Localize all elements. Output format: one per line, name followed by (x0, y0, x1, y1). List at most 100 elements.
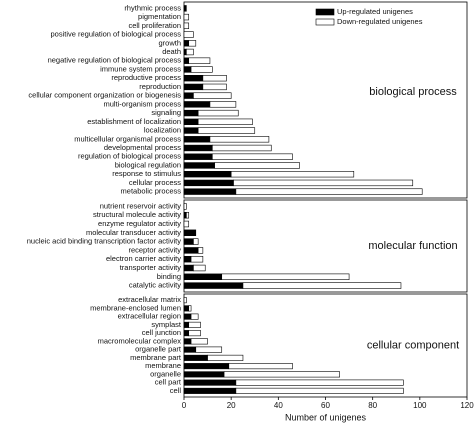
bar-segment (214, 162, 300, 169)
category-label: enzyme regulator activity (98, 219, 181, 228)
category-label: pigmentation (138, 12, 181, 21)
category-label: cell (170, 386, 182, 395)
category-label: reproduction (139, 82, 181, 91)
bar-segment (183, 255, 192, 263)
bar-segment (183, 321, 190, 328)
bar-segment (183, 203, 187, 210)
bar-segment (221, 273, 350, 281)
bar-segment (183, 179, 234, 187)
bar-segment (183, 238, 194, 245)
x-tick-label: 60 (321, 401, 330, 410)
category-label: macromolecular complex (98, 336, 182, 345)
bar-segment (197, 127, 256, 134)
bar-segment (233, 179, 414, 187)
bar-segment (183, 346, 197, 353)
category-label: biological regulation (115, 160, 181, 169)
bar-segment (183, 313, 192, 320)
bar-segment (183, 371, 225, 378)
bar-segment (202, 75, 227, 82)
bar-segment (212, 144, 272, 152)
category-label: binding (157, 272, 181, 281)
bar-segment (183, 136, 211, 143)
bar-segment (235, 387, 404, 394)
bar-segment (235, 188, 423, 195)
legend-label: Up-regulated unigenes (337, 7, 413, 16)
category-label: membrane-enclosed lumen (90, 303, 181, 312)
category-label: multicellular organismal process (74, 134, 181, 143)
category-label: negative regulation of biological proces… (48, 56, 182, 65)
bar-segment (188, 305, 192, 312)
category-label: catalytic activity (129, 281, 181, 290)
legend-swatch (315, 8, 335, 16)
panel-label: biological process (369, 86, 457, 98)
bar-segment (183, 354, 208, 361)
bar-segment (193, 264, 206, 272)
bar-segment (188, 57, 211, 64)
category-label: cellular component organization or bioge… (28, 91, 181, 100)
x-tick-label: 0 (182, 401, 187, 410)
bar-segment (183, 330, 190, 337)
bar-segment (183, 363, 230, 370)
category-label: establishment of localization (87, 117, 181, 126)
bar-segment (183, 66, 192, 73)
bar-segment (183, 229, 197, 237)
category-label: membrane part (130, 353, 182, 362)
panel-frame (183, 199, 468, 293)
bar-segment (183, 75, 204, 82)
category-label: molecular transducer activity (86, 228, 181, 237)
bar-segment (188, 40, 197, 47)
bar-segment (183, 101, 211, 108)
bar-segment (186, 48, 194, 56)
bar-segment (183, 127, 199, 134)
bar-segment (183, 264, 194, 272)
bar-segment (183, 282, 244, 289)
x-tick-label: 100 (413, 401, 427, 410)
category-label: cell junction (142, 328, 181, 337)
bar-segment (197, 118, 253, 125)
bar-segment (235, 379, 404, 386)
category-label: nutrient reservoir activity (100, 201, 182, 210)
bar-segment (188, 330, 201, 337)
bar-segment (183, 273, 223, 281)
bar-segment (197, 109, 239, 117)
panel-label: molecular function (368, 240, 457, 252)
panel-frame (183, 1, 468, 199)
category-label: transporter activity (120, 263, 182, 272)
category-label: cellular process (129, 178, 181, 187)
x-tick-label: 20 (227, 401, 236, 410)
bar-segment (183, 379, 237, 386)
bar-segment (209, 136, 270, 143)
bar-segment (183, 162, 215, 169)
category-label: cell proliferation (128, 21, 181, 30)
bar-segment (183, 31, 194, 38)
x-tick-label: 120 (460, 401, 474, 410)
x-tick-label: 80 (368, 401, 377, 410)
bar-segment (183, 153, 213, 160)
category-label: developmental process (104, 143, 181, 152)
bar-segment (202, 83, 227, 91)
category-label: symplast (151, 320, 182, 329)
bar-segment (190, 255, 204, 263)
bar-segment (183, 13, 190, 21)
bar-segment (193, 92, 232, 99)
category-label: growth (158, 38, 181, 47)
bar-segment (183, 171, 232, 178)
category-label: reproductive process (111, 73, 181, 82)
category-label: rhythmic process (124, 3, 181, 12)
bar-segment (242, 282, 402, 289)
category-label: organelle part (135, 345, 182, 354)
bar-segment (223, 371, 340, 378)
bar-segment (183, 48, 187, 56)
category-label: multi-organism process (103, 99, 181, 108)
category-label: response to stimulus (112, 169, 181, 178)
bar-segment (183, 247, 199, 254)
category-label: structural molecule activity (93, 210, 181, 219)
bar-segment (195, 346, 223, 353)
legend-label: Down-regulated unigenes (337, 17, 423, 26)
category-label: electron carrier activity (106, 254, 181, 263)
bar-segment (190, 66, 213, 73)
bar-segment (183, 109, 199, 117)
bar-segment (183, 144, 213, 152)
category-label: extracellular region (118, 312, 181, 321)
